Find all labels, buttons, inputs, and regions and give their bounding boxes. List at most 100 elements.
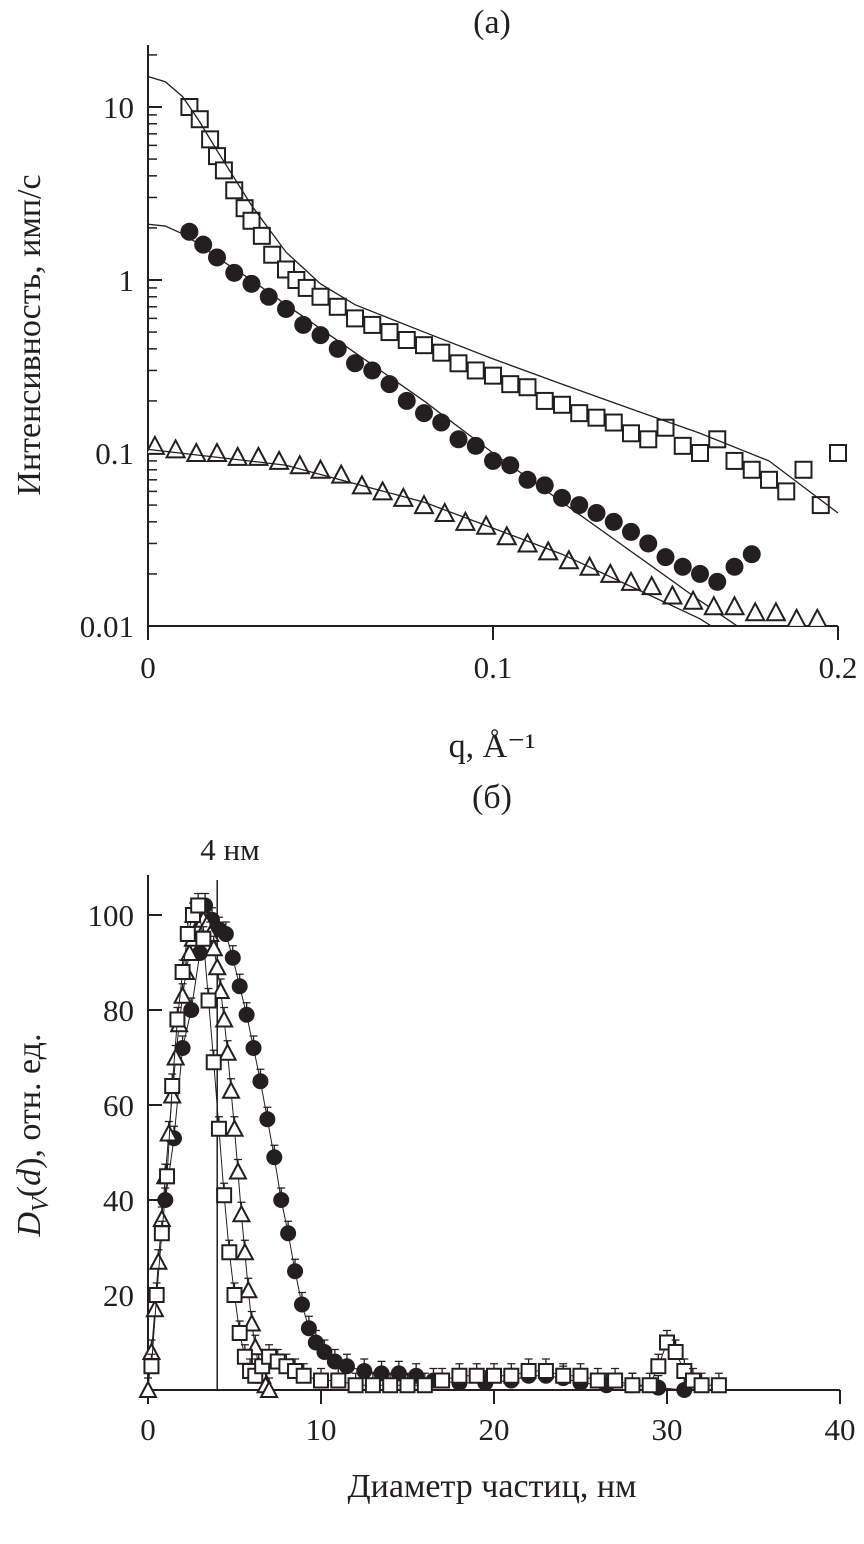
- data-point: [252, 1073, 269, 1090]
- data-point: [259, 287, 278, 306]
- data-point: [266, 1149, 283, 1166]
- data-point: [190, 897, 207, 914]
- data-point: [185, 441, 207, 462]
- data-point: [224, 949, 241, 966]
- data-point: [259, 1111, 276, 1128]
- data-point: [347, 1377, 364, 1394]
- data-point: [227, 445, 249, 466]
- panel-b-label: (б): [472, 779, 512, 816]
- data-point: [723, 595, 746, 616]
- data-point: [293, 1296, 310, 1313]
- data-point: [174, 964, 191, 980]
- data-point: [661, 584, 684, 605]
- y-tick-label: 40: [103, 1183, 134, 1218]
- data-point: [159, 1168, 176, 1185]
- x-tick-label: 0: [140, 650, 156, 685]
- data-point: [252, 226, 271, 245]
- data-point: [326, 1353, 343, 1370]
- data-point: [794, 460, 813, 479]
- data-point: [786, 607, 807, 626]
- data-point: [224, 1118, 245, 1137]
- data-point: [346, 354, 364, 373]
- data-point: [392, 486, 414, 507]
- data-point: [765, 601, 787, 622]
- data-point: [242, 1313, 262, 1332]
- y-tick-label: 100: [88, 898, 135, 933]
- data-point: [518, 378, 537, 397]
- data-point: [259, 1379, 279, 1398]
- y-tick-label: 1: [119, 263, 135, 298]
- data-point: [466, 436, 485, 455]
- data-point: [238, 1280, 259, 1299]
- data-point: [537, 1363, 554, 1379]
- data-point: [289, 454, 311, 475]
- data-point: [210, 980, 231, 999]
- data-point: [148, 1251, 169, 1270]
- data-point: [607, 1372, 624, 1389]
- x-tick-label: 40: [825, 1412, 856, 1447]
- data-point: [238, 1006, 255, 1023]
- data-point: [415, 336, 433, 355]
- data-point: [221, 1080, 241, 1099]
- y-tick-label: 60: [103, 1088, 134, 1123]
- data-point: [363, 315, 382, 334]
- data-point: [639, 534, 658, 553]
- data-point: [153, 1225, 170, 1242]
- data-point: [484, 451, 502, 470]
- data-point: [520, 1363, 537, 1379]
- panel-a-label: (a): [473, 4, 511, 41]
- data-point: [268, 449, 290, 470]
- data-point: [194, 235, 213, 254]
- data-point: [667, 1344, 684, 1360]
- data-point: [280, 1225, 297, 1242]
- data-point: [300, 1320, 317, 1337]
- data-point: [328, 339, 347, 358]
- data-point: [413, 493, 435, 515]
- data-point: [703, 595, 725, 616]
- data-point: [639, 430, 658, 449]
- panel-b-xlabel: Диаметр частиц, нм: [347, 1468, 636, 1505]
- data-point: [364, 1377, 381, 1394]
- data-point: [225, 181, 244, 200]
- data-point: [363, 361, 382, 380]
- data-point: [555, 1367, 572, 1384]
- data-point: [673, 557, 692, 576]
- x-tick-label: 0.1: [474, 650, 513, 685]
- data-point: [143, 1358, 160, 1375]
- data-point: [169, 1011, 186, 1028]
- data-point: [179, 926, 196, 942]
- data-point: [484, 366, 502, 385]
- panel-a-plot: 0 0.1 0.2 0.01 0.1 1 10: [80, 45, 858, 685]
- data-point: [295, 1367, 312, 1384]
- data-point: [807, 607, 827, 626]
- data-point: [397, 330, 416, 349]
- x-tick-label: 0.2: [819, 650, 858, 685]
- fit-line: [148, 223, 739, 626]
- data-point: [138, 1379, 158, 1398]
- data-point: [247, 445, 270, 466]
- data-point: [399, 1377, 416, 1394]
- data-point: [311, 287, 330, 306]
- x-tick-label: 0: [140, 1412, 156, 1447]
- data-point: [622, 424, 640, 443]
- annotation-4nm: 4 нм: [200, 832, 259, 867]
- data-point: [710, 1377, 727, 1394]
- data-point: [693, 1377, 710, 1394]
- data-point: [231, 978, 248, 995]
- data-point: [682, 589, 704, 610]
- data-point: [382, 1377, 399, 1394]
- data-point: [434, 1372, 451, 1389]
- data-point: [432, 343, 451, 362]
- y-tick-label: 20: [103, 1278, 134, 1313]
- data-point: [183, 1002, 200, 1018]
- data-point: [454, 510, 477, 531]
- data-point: [829, 444, 847, 462]
- data-point: [496, 525, 518, 546]
- data-point: [380, 323, 399, 342]
- data-point: [650, 1358, 667, 1375]
- data-point: [380, 375, 399, 394]
- data-point: [572, 1367, 589, 1384]
- series-line: [164, 903, 685, 1391]
- fit-line: [148, 448, 713, 626]
